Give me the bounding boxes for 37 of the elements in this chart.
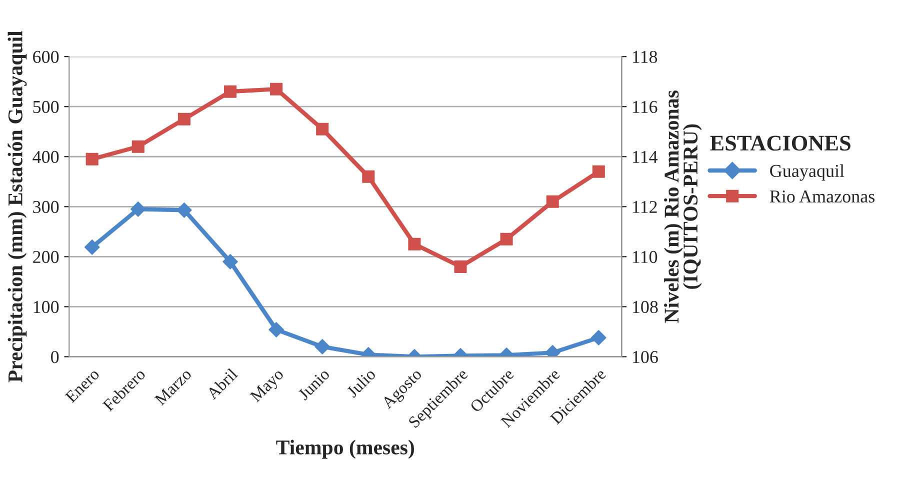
point xyxy=(86,152,98,166)
legend-label: Rio Amazonas xyxy=(770,190,875,203)
point xyxy=(546,195,559,208)
point xyxy=(500,232,513,246)
y2-tick-label: 112 xyxy=(632,200,657,213)
y2-tick-label: 110 xyxy=(632,250,658,264)
point xyxy=(178,112,190,126)
y-tick-label: 100 xyxy=(34,300,59,314)
point xyxy=(132,140,144,153)
point xyxy=(454,260,467,273)
y-tick-label: 0 xyxy=(51,350,59,364)
y2-tick-label: 116 xyxy=(632,100,658,114)
point xyxy=(130,201,146,217)
y-axis-title: Precipitacion (mm) Estación Guayaquil xyxy=(8,30,27,382)
y-tick-label: 500 xyxy=(33,100,59,114)
y2-tick-label: 114 xyxy=(632,150,658,163)
legend-label: Guayaquil xyxy=(770,164,844,181)
point xyxy=(316,122,329,136)
y2-tick-label: 118 xyxy=(632,50,658,64)
point xyxy=(84,239,100,255)
point xyxy=(222,254,238,270)
legend-title: ESTACIONES xyxy=(710,136,850,151)
point xyxy=(592,165,605,178)
y-tick-label: 200 xyxy=(33,250,59,264)
y2-tick-label: 108 xyxy=(632,300,658,314)
y2-axis-title: Niveles (m) Rio Amazonas (IQUITOS-PERU) xyxy=(664,90,702,323)
y2-tick-label: 106 xyxy=(632,350,658,364)
point xyxy=(224,85,237,98)
x-axis-title: Tiempo (meses) xyxy=(276,440,414,459)
y-tick-label: 600 xyxy=(33,50,59,64)
y-tick-label: 300 xyxy=(33,200,59,214)
y-tick-label: 400 xyxy=(32,150,59,164)
point xyxy=(270,82,283,96)
point xyxy=(362,170,375,183)
point xyxy=(408,238,421,250)
point xyxy=(176,202,192,218)
x-tick-label: Julio xyxy=(346,368,376,398)
